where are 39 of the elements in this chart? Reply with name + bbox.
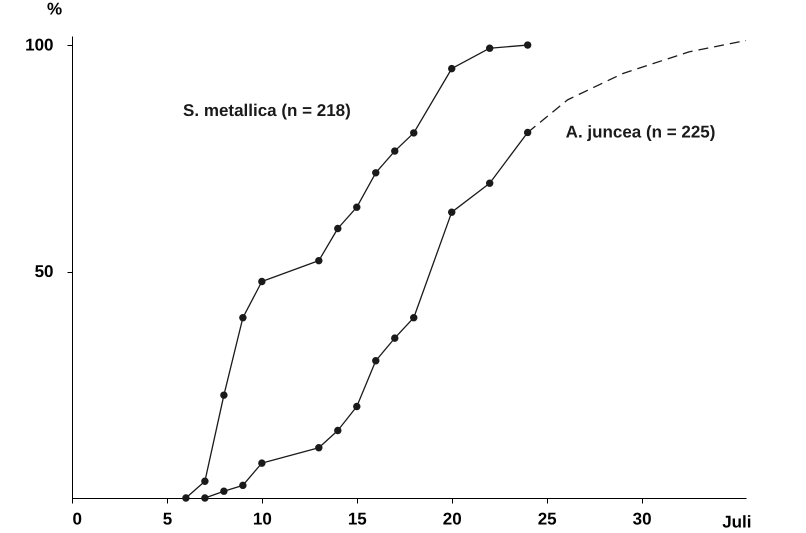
point bbox=[372, 169, 380, 176]
point bbox=[334, 426, 342, 434]
x-tick-label: 5 bbox=[162, 510, 172, 528]
point bbox=[220, 488, 228, 495]
point bbox=[239, 482, 247, 490]
x-tick-label: 25 bbox=[538, 510, 557, 528]
y-tick-label: 100 bbox=[25, 36, 54, 55]
x-axis-title: Juli bbox=[722, 512, 752, 532]
point bbox=[258, 278, 266, 286]
point bbox=[353, 402, 360, 410]
point bbox=[486, 44, 494, 52]
point bbox=[353, 204, 360, 211]
point bbox=[448, 64, 456, 72]
point bbox=[391, 334, 398, 342]
point bbox=[448, 208, 456, 216]
x-tick-label: 15 bbox=[348, 510, 367, 528]
text: A. juncea (n = 225) bbox=[566, 122, 716, 142]
x-tick-label: 30 bbox=[632, 510, 652, 528]
x-tick-label: 10 bbox=[252, 510, 272, 528]
point bbox=[410, 129, 418, 137]
point bbox=[239, 314, 247, 322]
point bbox=[486, 180, 494, 187]
point bbox=[372, 357, 380, 364]
point bbox=[334, 224, 342, 232]
point bbox=[524, 41, 532, 49]
x-tick-label: 0 bbox=[72, 510, 82, 528]
y-axis-title: % bbox=[46, 0, 62, 18]
point bbox=[391, 147, 398, 155]
point bbox=[258, 459, 266, 467]
point bbox=[315, 256, 323, 264]
text: S. metallica (n = 218) bbox=[183, 100, 351, 120]
point bbox=[201, 494, 209, 502]
point bbox=[315, 444, 323, 452]
y-tick-label: 50 bbox=[34, 262, 54, 282]
x-tick-label: 20 bbox=[442, 510, 462, 528]
point bbox=[410, 314, 418, 322]
point bbox=[201, 478, 209, 485]
point bbox=[220, 391, 228, 399]
point bbox=[182, 494, 190, 502]
